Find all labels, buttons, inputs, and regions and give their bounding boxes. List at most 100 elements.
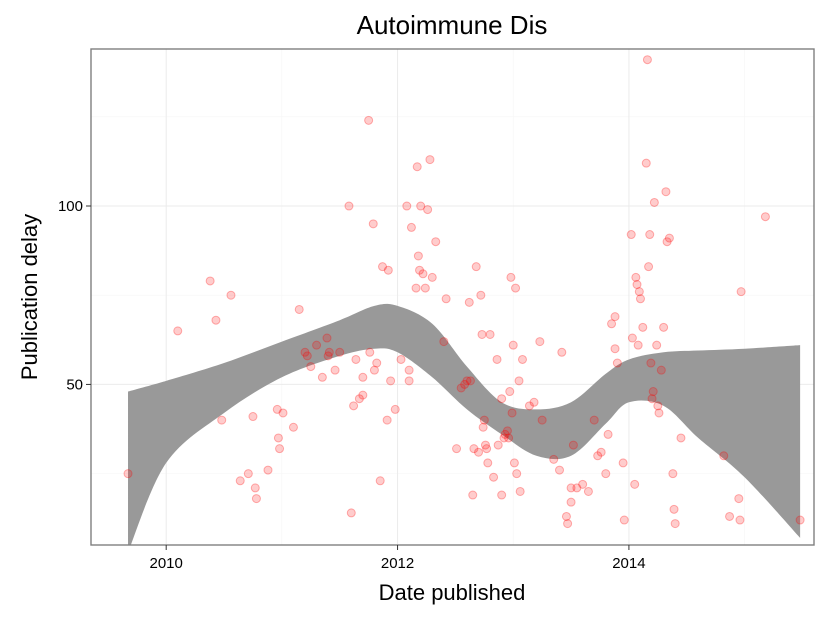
data-point	[205, 276, 215, 286]
data-point	[662, 237, 672, 247]
data-point	[557, 347, 567, 357]
chart-title: Autoimmune Dis	[357, 10, 548, 40]
data-point	[725, 511, 735, 521]
data-point	[555, 465, 565, 475]
data-point	[317, 372, 327, 382]
data-point	[471, 262, 481, 272]
data-point	[324, 347, 334, 357]
data-point	[627, 333, 637, 343]
data-point	[173, 326, 183, 336]
data-point	[441, 294, 451, 304]
data-point	[464, 297, 474, 307]
y-tick-label: 100	[58, 198, 83, 215]
data-point	[529, 397, 539, 407]
data-point	[365, 347, 375, 357]
data-point	[568, 440, 578, 450]
data-point	[634, 287, 644, 297]
data-point	[664, 233, 674, 243]
data-point	[354, 394, 364, 404]
data-point	[535, 337, 545, 347]
data-point	[646, 358, 656, 368]
y-tick-label: 50	[66, 376, 83, 393]
data-point	[416, 201, 426, 211]
data-point	[415, 265, 425, 275]
data-point	[537, 415, 547, 425]
confidence-band	[128, 303, 801, 545]
data-point	[288, 422, 298, 432]
data-point	[483, 458, 493, 468]
data-point	[489, 472, 499, 482]
data-point	[474, 447, 484, 457]
data-point	[504, 433, 514, 443]
data-point	[294, 304, 304, 314]
data-point	[596, 447, 606, 457]
data-point	[524, 401, 534, 411]
data-point	[404, 376, 414, 386]
data-point	[610, 344, 620, 354]
data-point	[670, 519, 680, 529]
data-point	[641, 158, 651, 168]
smooth-band-layer	[128, 303, 801, 545]
data-point	[406, 222, 416, 232]
data-point	[456, 383, 466, 393]
data-point	[479, 415, 489, 425]
data-point	[515, 486, 525, 496]
data-point	[647, 394, 657, 404]
data-point	[217, 415, 227, 425]
data-point	[734, 494, 744, 504]
data-point	[631, 272, 641, 282]
data-point	[500, 429, 510, 439]
data-point	[476, 290, 486, 300]
data-point	[468, 490, 478, 500]
data-point	[561, 511, 571, 521]
data-point	[425, 155, 435, 165]
data-point	[375, 476, 385, 486]
data-point	[511, 283, 521, 293]
data-point	[278, 408, 288, 418]
data-point	[358, 372, 368, 382]
data-point	[497, 394, 507, 404]
grid-lines	[91, 49, 814, 545]
data-point	[372, 358, 382, 368]
data-point	[633, 340, 643, 350]
data-point	[661, 187, 671, 197]
data-point	[439, 337, 449, 347]
data-point	[719, 451, 729, 461]
data-point	[644, 262, 654, 272]
data-point	[603, 429, 613, 439]
data-point	[648, 387, 658, 397]
data-point	[499, 433, 509, 443]
data-point	[412, 162, 422, 172]
data-point	[411, 283, 421, 293]
data-point	[431, 237, 441, 247]
data-point	[563, 519, 573, 529]
data-point	[566, 483, 576, 493]
data-point	[626, 230, 636, 240]
data-point	[497, 490, 507, 500]
data-point	[656, 365, 666, 375]
data-point	[635, 294, 645, 304]
data-point	[386, 376, 396, 386]
data-point	[322, 333, 332, 343]
data-point	[492, 354, 502, 364]
data-point	[404, 365, 414, 375]
data-point	[549, 454, 559, 464]
data-point	[272, 404, 282, 414]
data-point	[736, 287, 746, 297]
data-point	[649, 197, 659, 207]
data-point	[460, 379, 470, 389]
data-point	[369, 365, 379, 375]
data-point	[669, 504, 679, 514]
data-point	[478, 422, 488, 432]
data-point	[601, 469, 611, 479]
data-point	[323, 351, 333, 361]
data-point	[330, 365, 340, 375]
data-point	[512, 469, 522, 479]
data-point	[572, 483, 582, 493]
plot-frame	[90, 48, 815, 546]
axis-ticks: 2010 2012 2014 50 100	[58, 198, 646, 572]
data-point	[235, 476, 245, 486]
data-point	[465, 376, 475, 386]
data-point	[306, 362, 316, 372]
data-point	[619, 515, 629, 525]
